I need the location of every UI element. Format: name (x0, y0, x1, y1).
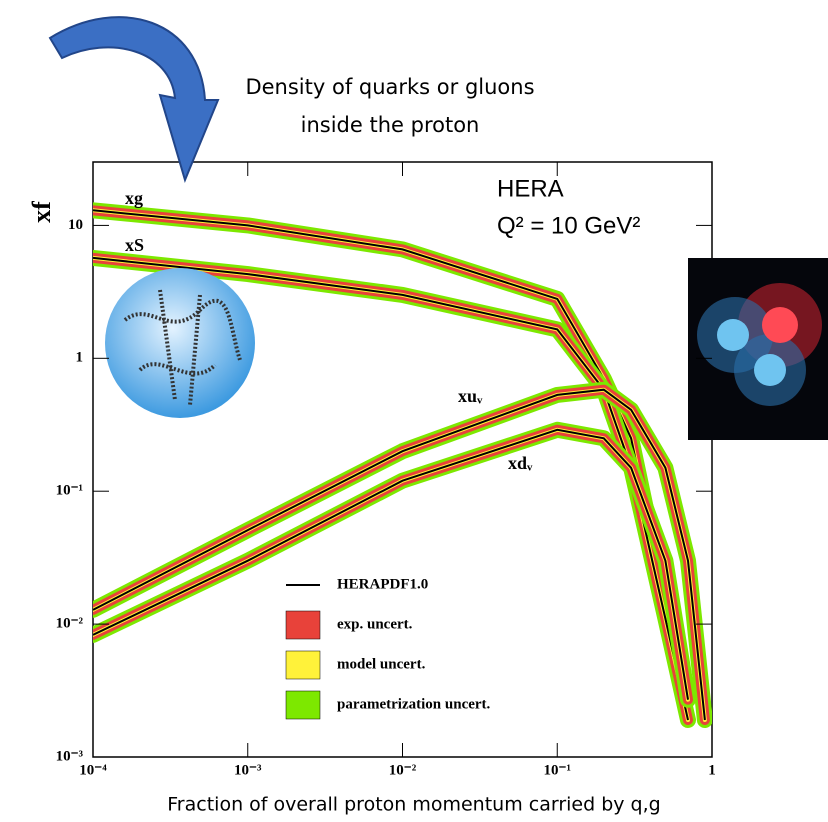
legend-label: model uncert. (337, 656, 426, 672)
quark (754, 354, 786, 386)
title-line: inside the proton (301, 113, 480, 137)
x-tick-label: 10⁻⁴ (79, 762, 107, 778)
chart-title: Density of quarks or gluons inside the pr… (245, 75, 534, 137)
proton-illustration (105, 268, 255, 418)
annotation: Q² = 10 GeV² (497, 212, 640, 239)
y-tick-label: 1 (76, 350, 84, 366)
title-line: Density of quarks or gluons (245, 75, 534, 99)
x-tick-label: 10⁻³ (234, 762, 262, 778)
y-axis-label: xf (27, 201, 56, 223)
y-tick-label: 10⁻³ (56, 748, 84, 764)
legend-swatch (286, 611, 320, 639)
x-tick-label: 10⁻¹ (544, 762, 571, 778)
x-axis-label: Fraction of overall proton momentum carr… (167, 794, 660, 816)
curve-label: xg (125, 188, 143, 208)
quark (762, 307, 798, 343)
chart: Density of quarks or gluons inside the pr… (0, 0, 828, 817)
curve-label: xdᵥ (508, 453, 533, 473)
annotation: HERA (497, 175, 564, 202)
legend-label: exp. uncert. (337, 616, 413, 632)
legend-swatch (286, 651, 320, 679)
legend-label: parametrization uncert. (337, 696, 491, 712)
legend-label: HERAPDF1.0 (337, 576, 428, 592)
x-tick-label: 1 (708, 762, 716, 778)
y-tick-label: 10 (68, 217, 83, 233)
curve-label: xuᵥ (458, 386, 483, 406)
curve-label: xS (125, 235, 144, 255)
y-tick-label: 10⁻² (56, 616, 84, 632)
quark (717, 319, 749, 351)
y-tick-label: 10⁻¹ (56, 483, 83, 499)
legend-swatch (286, 691, 320, 719)
x-tick-label: 10⁻² (389, 762, 417, 778)
arrow (50, 17, 218, 180)
